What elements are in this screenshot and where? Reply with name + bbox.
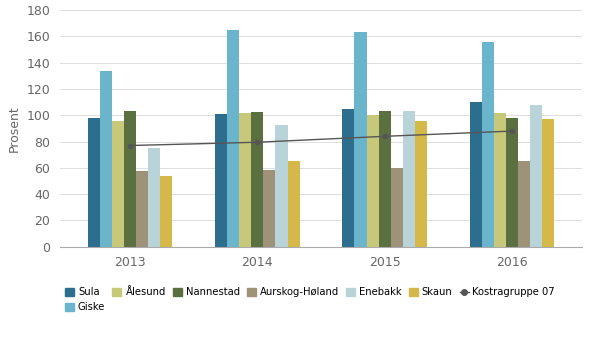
- Bar: [470, 102, 482, 247]
- Bar: [391, 168, 403, 247]
- Bar: [494, 113, 506, 247]
- Bar: [506, 118, 518, 247]
- Bar: [88, 118, 100, 247]
- Kostragruppe 07: [381, 134, 388, 138]
- Bar: [124, 111, 136, 247]
- Bar: [136, 171, 148, 247]
- Bar: [343, 109, 355, 247]
- Bar: [379, 111, 391, 247]
- Kostragruppe 07: [254, 140, 261, 144]
- Bar: [275, 125, 287, 247]
- Bar: [100, 71, 112, 247]
- Bar: [112, 121, 124, 247]
- Bar: [287, 161, 299, 247]
- Kostragruppe 07: [127, 144, 134, 148]
- Bar: [482, 43, 494, 247]
- Bar: [148, 148, 160, 247]
- Bar: [160, 176, 172, 247]
- Kostragruppe 07: [508, 129, 515, 133]
- Bar: [403, 111, 415, 247]
- Bar: [355, 32, 367, 247]
- Bar: [227, 30, 239, 247]
- Bar: [542, 119, 554, 247]
- Bar: [215, 114, 227, 247]
- Bar: [263, 170, 275, 247]
- Bar: [415, 121, 427, 247]
- Bar: [367, 115, 379, 247]
- Bar: [251, 112, 263, 247]
- Bar: [530, 105, 542, 247]
- Bar: [518, 161, 530, 247]
- Bar: [239, 113, 251, 247]
- Line: Kostragruppe 07: Kostragruppe 07: [127, 128, 515, 148]
- Y-axis label: Prosent: Prosent: [8, 105, 21, 152]
- Legend: Sula, Giske, Ålesund, Nannestad, Aurskog-Høland, Enebakk, Skaun, Kostragruppe 07: Sula, Giske, Ålesund, Nannestad, Aurskog…: [65, 287, 555, 312]
